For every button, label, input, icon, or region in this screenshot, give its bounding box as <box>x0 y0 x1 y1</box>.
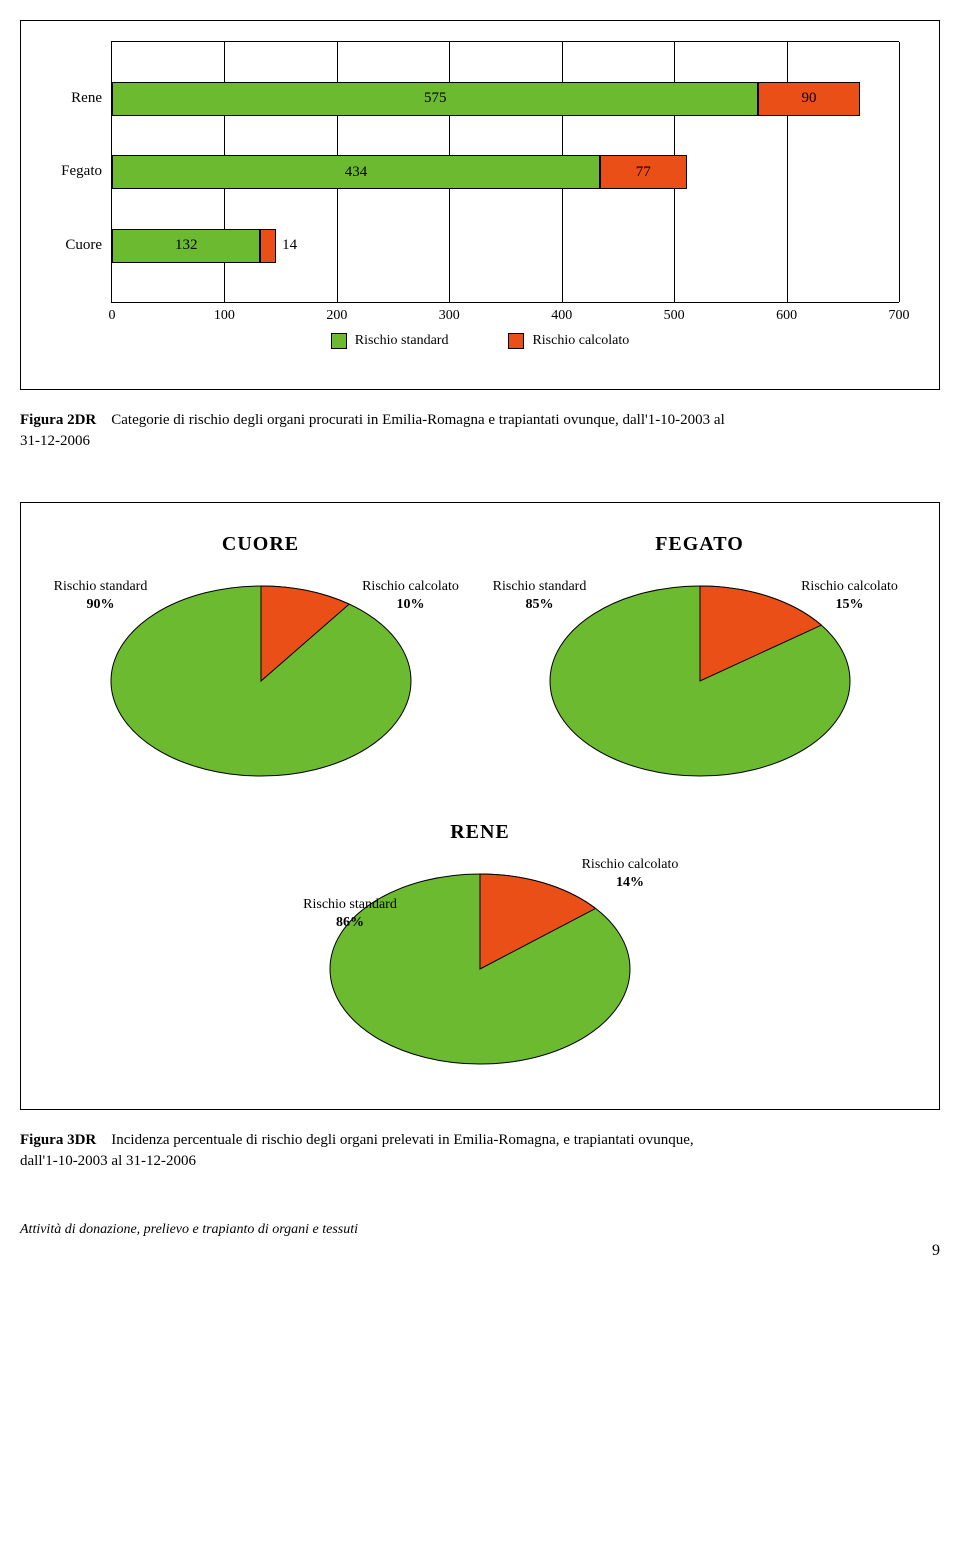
bar-category-label: Rene <box>42 90 102 107</box>
legend-item-standard: Rischio standard <box>331 333 449 349</box>
footer-text: Attività di donazione, prelievo e trapia… <box>20 1222 940 1238</box>
figure-3-label: Figura 3DR <box>20 1132 96 1148</box>
pie-fegato-calc-label: Rischio calcolato 15% <box>780 578 920 614</box>
pie-rene-title: RENE <box>270 821 690 844</box>
bar-chart-plot: 0100200300400500600700Rene57590Fegato434… <box>111 41 899 303</box>
x-tick: 200 <box>326 308 347 324</box>
figure-3-text-1: Incidenza percentuale di rischio degli o… <box>111 1132 693 1148</box>
bar-chart-legend: Rischio standard Rischio calcolato <box>41 333 919 349</box>
x-tick: 600 <box>776 308 797 324</box>
x-tick: 500 <box>664 308 685 324</box>
pie-rene: RENE Rischio standard 86% Rischio calcol… <box>270 821 690 1069</box>
x-tick: 400 <box>551 308 572 324</box>
swatch-calcolato <box>508 333 524 349</box>
bar-segment: 90 <box>758 82 859 116</box>
bar-row: 132 <box>112 229 276 263</box>
pie-cuore-std-label: Rischio standard 90% <box>31 578 171 614</box>
bar-segment: 77 <box>600 155 687 189</box>
pie-fegato-std-label: Rischio standard 85% <box>470 578 610 614</box>
pie-fegato-title: FEGATO <box>490 533 910 556</box>
figure-2-text-1: Categorie di rischio degli organi procur… <box>111 412 725 428</box>
pie-cuore: CUORE Rischio standard 90% Rischio calco… <box>51 533 471 781</box>
x-tick: 0 <box>109 308 116 324</box>
pie-row-1: CUORE Rischio standard 90% Rischio calco… <box>41 533 919 781</box>
bar-row: 57590 <box>112 82 860 116</box>
legend-item-calcolato: Rischio calcolato <box>508 333 629 349</box>
x-tick: 700 <box>889 308 910 324</box>
figure-3-text-2: dall'1-10-2003 al 31-12-2006 <box>20 1153 196 1169</box>
figure-2-label: Figura 2DR <box>20 412 96 428</box>
pie-rene-calc-label: Rischio calcolato 14% <box>560 856 700 892</box>
bar-segment <box>260 229 276 263</box>
pie-charts-container: CUORE Rischio standard 90% Rischio calco… <box>20 502 940 1110</box>
legend-label-standard: Rischio standard <box>355 333 449 349</box>
figure-2-caption: Figura 2DR Categorie di rischio degli or… <box>20 410 940 452</box>
pie-cuore-calc-label: Rischio calcolato 10% <box>341 578 481 614</box>
x-tick: 100 <box>214 308 235 324</box>
pie-row-2: RENE Rischio standard 86% Rischio calcol… <box>41 821 919 1069</box>
pie-fegato: FEGATO Rischio standard 85% Rischio calc… <box>490 533 910 781</box>
bar-row: 43477 <box>112 155 687 189</box>
bar-segment: 132 <box>112 229 260 263</box>
bar-segment: 575 <box>112 82 758 116</box>
bar-chart-container: 0 100 200 300 400 500 600 700 Rene 57590 Fegato 434… <box>20 20 940 390</box>
bar-segment: 434 <box>112 155 600 189</box>
bar-value-label: 14 <box>282 237 297 254</box>
legend-label-calcolato: Rischio calcolato <box>532 333 629 349</box>
swatch-standard <box>331 333 347 349</box>
figure-2-text-2: 31-12-2006 <box>20 433 90 449</box>
bar-category-label: Cuore <box>42 237 102 254</box>
pie-cuore-title: CUORE <box>51 533 471 556</box>
figure-3-caption: Figura 3DR Incidenza percentuale di risc… <box>20 1130 940 1172</box>
bar-category-label: Fegato <box>42 163 102 180</box>
page-number: 9 <box>20 1242 940 1260</box>
pie-rene-std-label: Rischio standard 86% <box>280 896 420 932</box>
x-tick: 300 <box>439 308 460 324</box>
